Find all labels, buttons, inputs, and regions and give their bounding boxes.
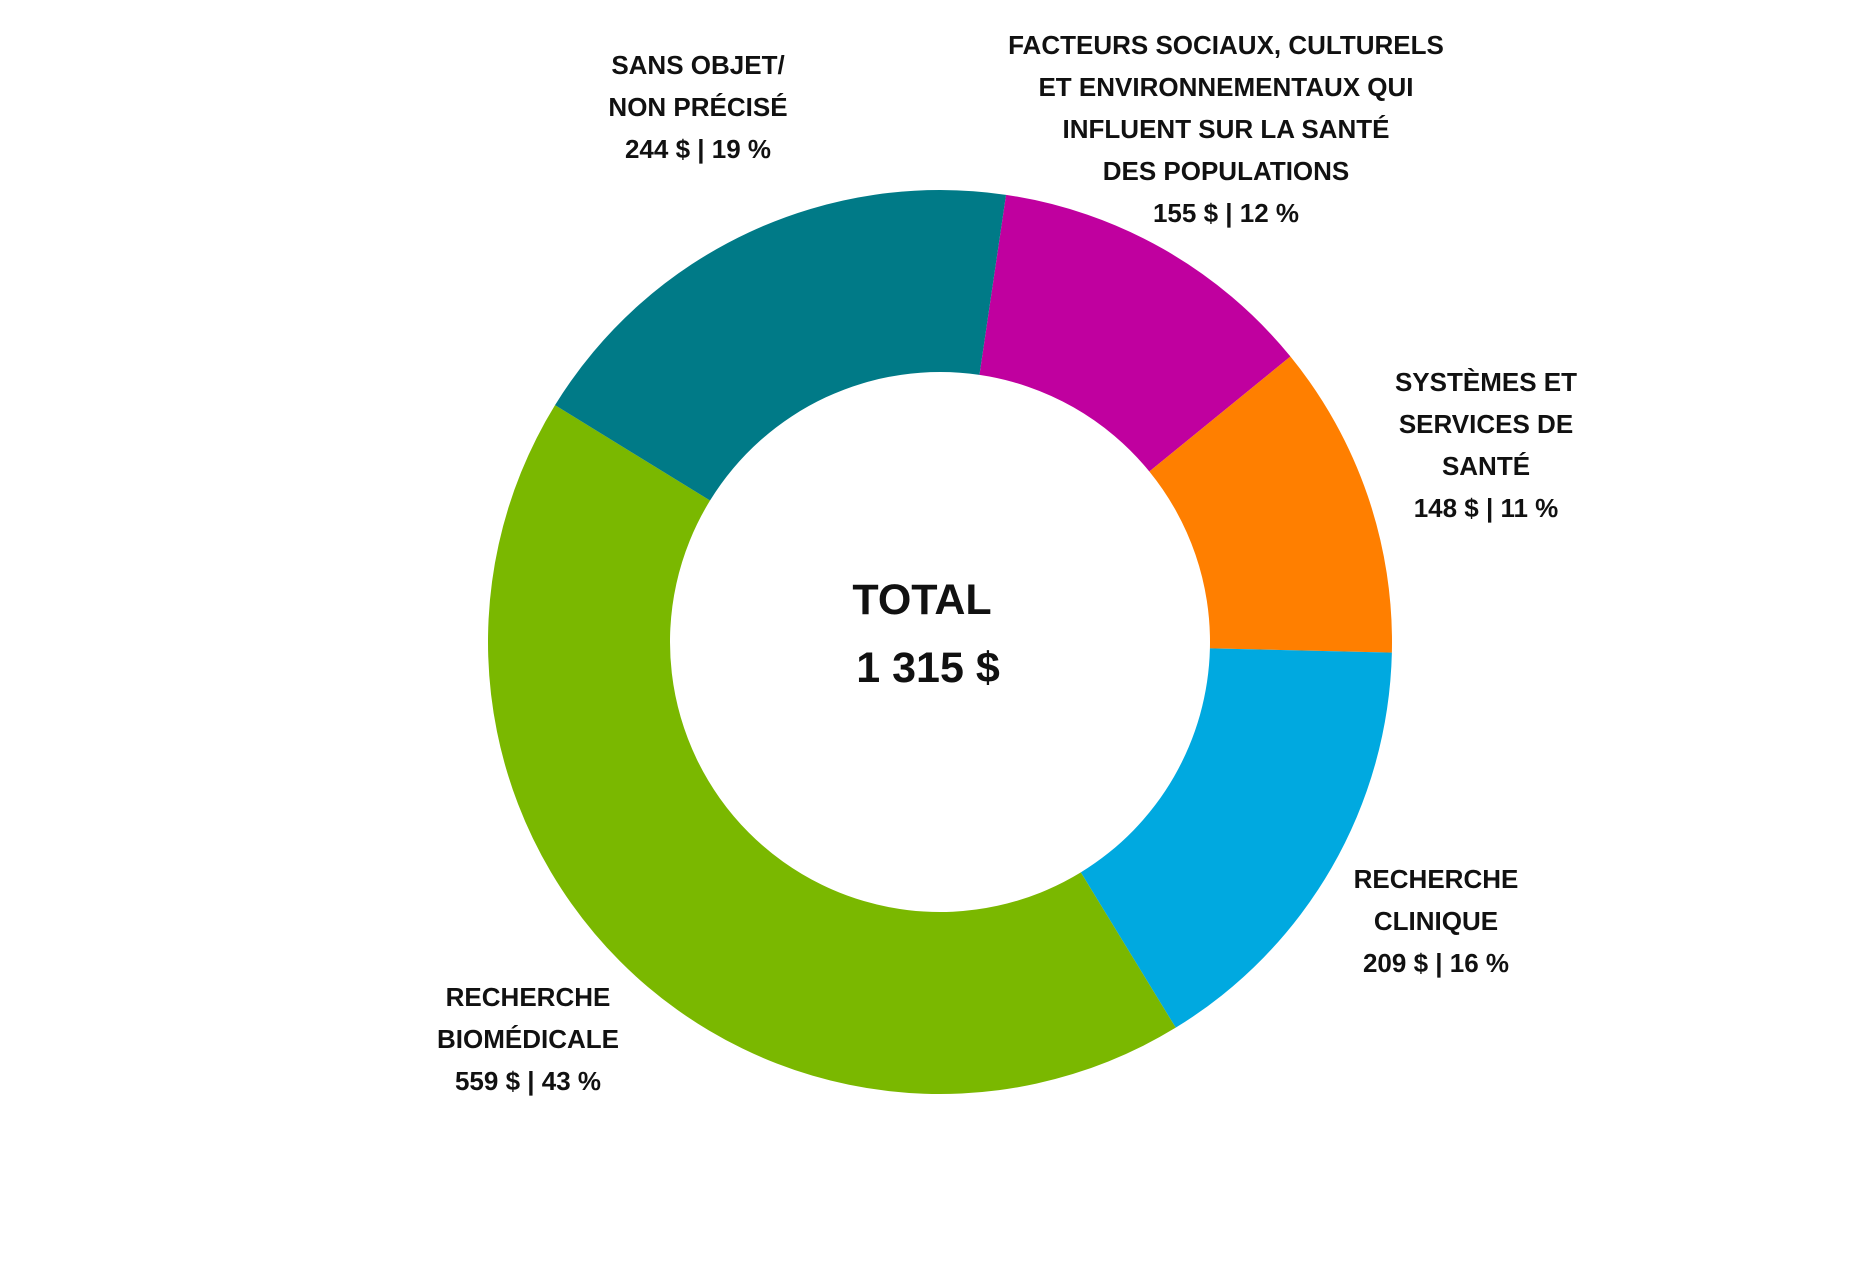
slice-label-line: SERVICES DE (1399, 409, 1573, 439)
slice-label-line: RECHERCHE (446, 982, 611, 1012)
slice-label-line: NON PRÉCISÉ (608, 92, 787, 122)
slice-value-label: 244 $ | 19 % (625, 134, 771, 164)
slice-label-line: SANTÉ (1442, 451, 1530, 481)
slice-label-line: SANS OBJET/ (611, 50, 784, 80)
slice-label-line: DES POPULATIONS (1103, 156, 1350, 186)
donut-slice (487, 405, 1176, 1095)
slice-label-line: FACTEURS SOCIAUX, CULTURELS (1008, 30, 1444, 60)
slice-label: RECHERCHE CLINIQUE (1354, 864, 1519, 936)
center-title: TOTAL (852, 576, 991, 624)
donut-slice (555, 190, 1007, 501)
slice-label-line: INFLUENT SUR LA SANTÉ (1063, 114, 1390, 144)
slice-label: SANS OBJET/NON PRÉCISÉ (608, 50, 787, 122)
slice-label: RECHERCHE BIOMÉDICALE (437, 982, 619, 1054)
slice-value-label: 209 $ | 16 % (1363, 948, 1509, 978)
slice-label-line: SYSTÈMES ET (1395, 367, 1577, 397)
donut-slice (1149, 356, 1392, 653)
slice-value-label: 155 $ | 12 % (1153, 198, 1299, 228)
slice-value-label: 148 $ | 11 % (1414, 493, 1559, 523)
slice-label-line: ET ENVIRONNEMENTAUX QUI (1038, 72, 1413, 102)
donut-slice (1080, 648, 1392, 1028)
slice-label-line: CLINIQUE (1374, 906, 1498, 936)
slice-value-label: 559 $ | 43 % (455, 1066, 601, 1096)
slice-label-line: BIOMÉDICALE (437, 1024, 619, 1054)
donut-slice (979, 194, 1291, 472)
center-total: 1 315 $ (856, 644, 1000, 692)
slice-label-line: RECHERCHE (1354, 864, 1519, 894)
slice-label: FACTEURS SOCIAUX, CULTURELS ET ENVIRONNEM… (1008, 30, 1444, 186)
slice-label: SYSTÈMES ET SERVICES DE SANTÉ (1395, 367, 1577, 481)
